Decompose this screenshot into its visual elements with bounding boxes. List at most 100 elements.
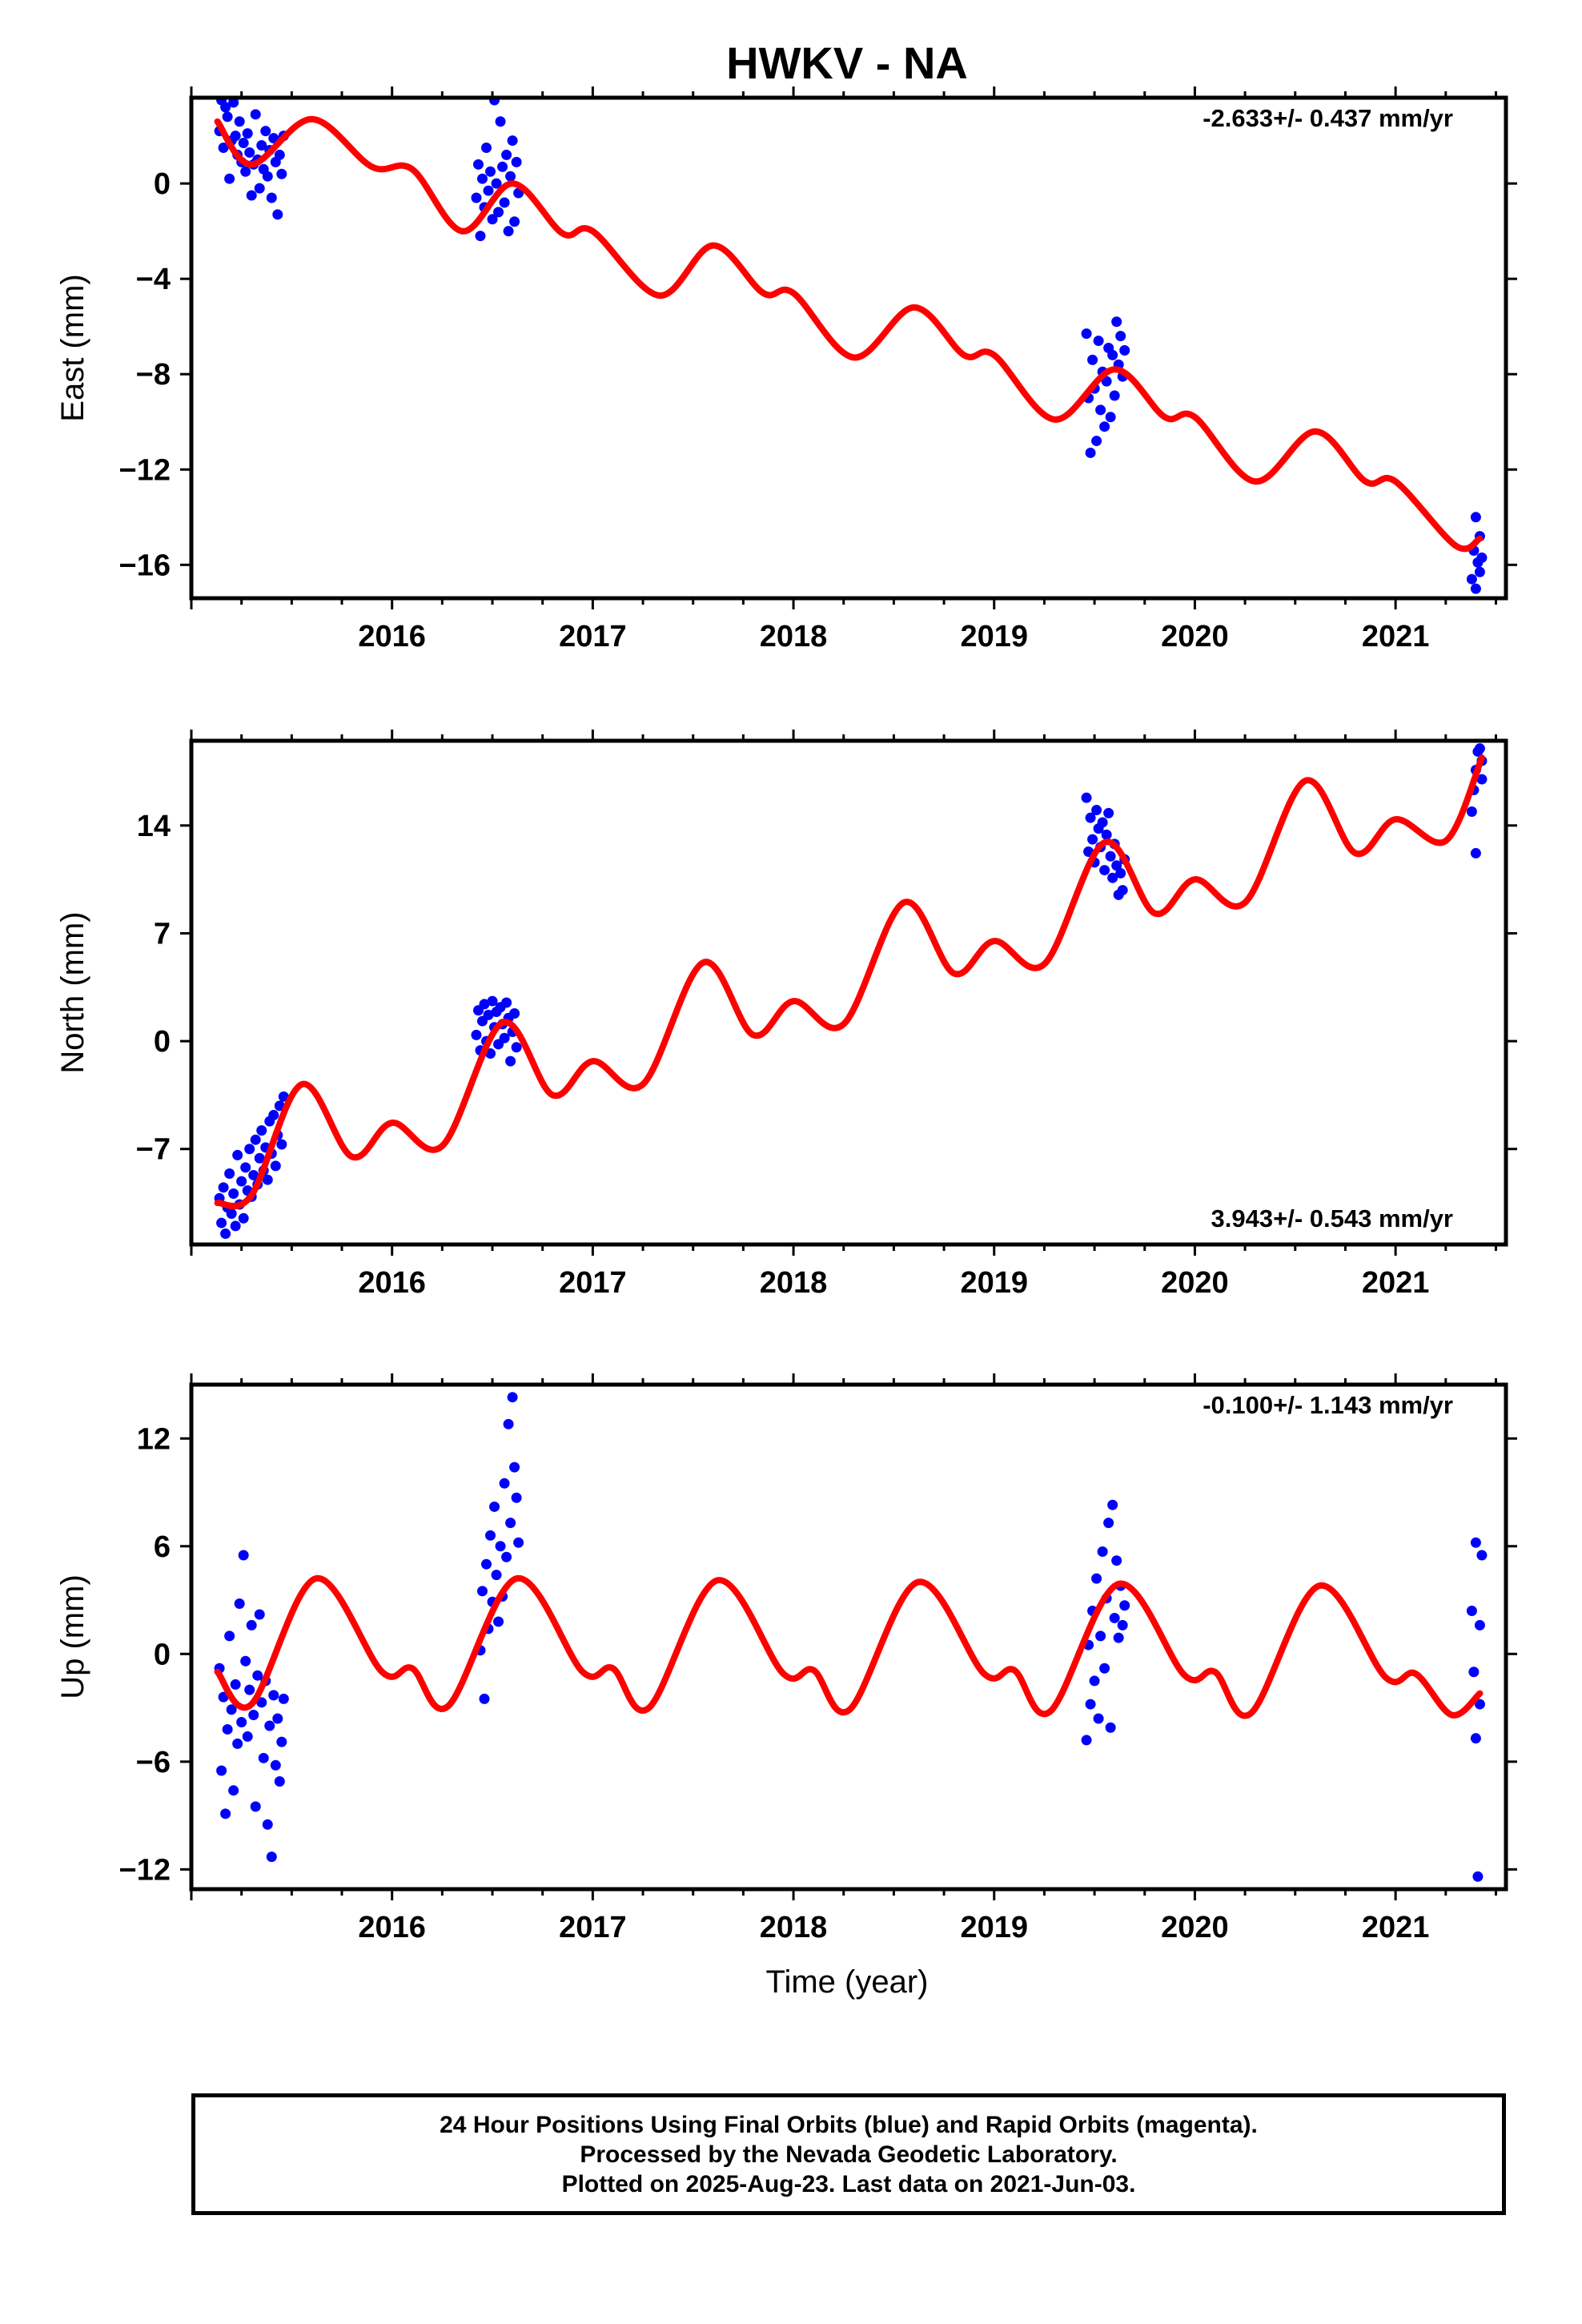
up-data-point	[262, 1819, 273, 1830]
north-data-point	[256, 1125, 267, 1136]
up-y-tick-label: 12	[137, 1422, 171, 1456]
north-data-point	[276, 1139, 287, 1150]
up-data-point	[278, 1693, 289, 1704]
east-y-tick-label: −16	[119, 549, 171, 582]
up-data-point	[491, 1570, 502, 1581]
north-data-point	[1081, 792, 1092, 803]
north-data-point	[1107, 872, 1118, 883]
up-data-point	[1119, 1600, 1130, 1611]
north-data-point	[236, 1176, 247, 1187]
east-data-point	[472, 159, 484, 170]
up-data-point	[1095, 1630, 1106, 1642]
east-plot-area	[214, 98, 1488, 594]
up-data-point	[244, 1684, 255, 1695]
up-x-tick-label: 2017	[559, 1911, 627, 1944]
east-data-point	[1119, 344, 1130, 356]
north-rate-label: 3.943+/- 0.543 mm/yr	[1211, 1204, 1453, 1232]
north-y-tick-label: 7	[154, 917, 171, 951]
east-data-point	[268, 133, 279, 144]
up-data-point	[226, 1704, 237, 1715]
east-data-point	[1111, 316, 1122, 328]
up-data-point	[238, 1550, 249, 1561]
north-x-tick-label: 2021	[1362, 1266, 1430, 1300]
up-data-point	[1091, 1573, 1102, 1584]
east-y-tick-label: 0	[154, 167, 171, 201]
up-data-point	[1470, 1733, 1481, 1744]
up-data-point	[224, 1630, 235, 1642]
up-panel: 2016 2017 2018 2019 2020 2021 12 6 0 −6 −12 Up (mm)…	[55, 1373, 1517, 1944]
up-data-point	[499, 1478, 510, 1489]
up-data-point	[274, 1775, 285, 1787]
north-data-point	[1470, 847, 1481, 858]
up-y-tick-label: −6	[136, 1746, 171, 1779]
east-data-point	[1105, 412, 1116, 423]
up-data-point	[507, 1392, 518, 1403]
up-data-point	[511, 1492, 522, 1503]
north-data-point	[240, 1162, 251, 1173]
north-data-point	[262, 1174, 273, 1185]
up-data-point	[268, 1690, 279, 1701]
up-data-point	[485, 1530, 496, 1541]
east-x-tick-label: 2017	[559, 620, 627, 653]
up-data-point	[1468, 1667, 1480, 1678]
north-data-point	[1091, 805, 1102, 816]
east-data-point	[230, 131, 241, 142]
north-data-point	[483, 1009, 494, 1020]
up-data-point	[1476, 1550, 1488, 1561]
up-data-point	[222, 1723, 233, 1735]
north-data-point	[268, 1109, 279, 1120]
up-rate-label: -0.100+/- 1.143 mm/yr	[1203, 1391, 1453, 1419]
east-data-point	[1474, 566, 1485, 577]
north-data-point	[471, 1029, 482, 1040]
east-y-tick-label: −4	[136, 263, 171, 296]
up-x-tick-label: 2020	[1161, 1911, 1229, 1944]
east-data-point	[503, 226, 514, 237]
east-panel: 2016 2017 2018 2019 2020 2021 0 −4 −8 −12 −16 East …	[55, 86, 1517, 653]
north-data-point	[278, 1091, 289, 1102]
up-data-point	[250, 1801, 261, 1812]
up-data-point	[1470, 1537, 1481, 1548]
north-data-point	[226, 1208, 237, 1220]
east-data-point	[250, 109, 261, 120]
up-data-point	[276, 1736, 287, 1747]
up-data-point	[1472, 1871, 1484, 1882]
caption-line-3: Plotted on 2025-Aug-23. Last data on 202…	[561, 2170, 1136, 2197]
chart-title: HWKV - NA	[726, 38, 968, 88]
up-data-point	[216, 1765, 227, 1776]
east-data-point	[244, 147, 255, 158]
north-x-tick-label: 2019	[960, 1266, 1028, 1300]
north-x-tick-label: 2018	[760, 1266, 828, 1300]
east-data-point	[497, 161, 508, 172]
up-data-point	[501, 1551, 512, 1562]
east-x-tick-label: 2018	[760, 620, 828, 653]
north-data-point	[248, 1169, 259, 1180]
north-data-point	[1474, 743, 1485, 754]
east-data-point	[483, 185, 494, 196]
east-frame	[189, 95, 1508, 601]
east-data-point	[1470, 583, 1481, 594]
east-y-axis-label: East (mm)	[55, 274, 90, 421]
north-data-point	[238, 1212, 249, 1224]
north-data-point	[1101, 829, 1112, 840]
up-data-point	[1111, 1555, 1122, 1566]
east-data-point	[238, 138, 249, 149]
east-data-point	[228, 98, 239, 108]
up-data-point	[220, 1808, 231, 1819]
up-data-point	[476, 1586, 488, 1597]
up-data-point	[230, 1679, 241, 1690]
east-data-point	[507, 135, 518, 147]
up-data-point	[1474, 1699, 1485, 1710]
up-data-point	[1103, 1518, 1114, 1529]
north-frame	[189, 738, 1508, 1247]
east-data-point	[222, 111, 233, 123]
north-x-tick-label: 2016	[358, 1266, 426, 1300]
east-data-point	[266, 192, 277, 203]
north-data-point	[479, 999, 490, 1010]
north-data-point	[1105, 850, 1116, 862]
up-data-point	[232, 1738, 243, 1749]
up-data-point	[493, 1616, 504, 1627]
east-data-point	[262, 171, 273, 182]
east-data-point	[242, 128, 253, 139]
north-data-point	[1466, 806, 1477, 817]
